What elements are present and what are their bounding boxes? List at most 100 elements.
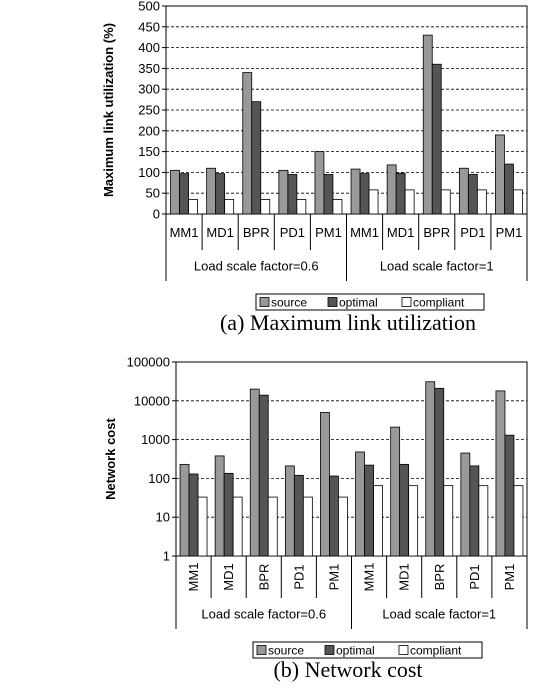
category-label: PD1 xyxy=(460,225,485,240)
bar-source xyxy=(284,465,295,557)
category-label: MM1 xyxy=(350,225,379,240)
bar-source xyxy=(242,72,253,215)
bar-optimal xyxy=(188,473,199,557)
legend-swatch-source xyxy=(256,645,267,655)
category-label: PM1 xyxy=(315,225,342,240)
bar-optimal xyxy=(215,173,226,215)
caption: (a) Maximum link utilization xyxy=(220,310,476,335)
y-tick-label: 100000 xyxy=(127,355,170,370)
bar-compliant xyxy=(408,485,419,557)
bar-source xyxy=(425,381,436,557)
legend-swatch-optimal xyxy=(324,645,335,655)
legend-swatch-source xyxy=(259,297,270,307)
category-label: PM1 xyxy=(496,225,523,240)
legend-label-compliant: compliant xyxy=(410,644,462,658)
bar-optimal xyxy=(431,63,442,215)
y-tick-label: 200 xyxy=(138,123,160,138)
category-label: MD1 xyxy=(206,225,233,240)
bar-source xyxy=(170,169,180,215)
legend xyxy=(252,641,483,659)
category-label: BPR xyxy=(432,564,447,591)
bar-compliant xyxy=(338,496,348,557)
bar-compliant xyxy=(404,189,415,215)
legend-label-optimal: optimal xyxy=(339,296,378,310)
y-tick-label: 250 xyxy=(138,103,160,118)
y-tick-label: 50 xyxy=(146,186,160,201)
bar-compliant xyxy=(332,199,343,215)
legend-swatch-compliant xyxy=(398,645,409,655)
y-axis-label: Network cost xyxy=(103,418,118,500)
category-label: MD1 xyxy=(387,225,414,240)
bar-optimal xyxy=(251,101,262,215)
bar-compliant xyxy=(267,496,278,557)
y-tick-label: 1 xyxy=(163,549,170,564)
y-tick-label: 400 xyxy=(138,40,160,55)
category-label: MD1 xyxy=(397,563,412,590)
y-tick-label: 150 xyxy=(138,144,160,159)
y-tick-label: 300 xyxy=(138,82,160,97)
bar-optimal xyxy=(469,465,480,557)
category-label: BPR xyxy=(256,564,271,591)
bar-source xyxy=(179,463,190,557)
bar-source xyxy=(206,167,217,215)
bar-optimal xyxy=(504,163,514,215)
bar-optimal xyxy=(258,394,269,557)
legend-swatch-optimal xyxy=(327,297,338,307)
caption: (b) Network cost xyxy=(273,657,422,682)
category-label: PM1 xyxy=(502,564,517,591)
bar-compliant xyxy=(513,189,523,215)
legend-swatch-compliant xyxy=(401,297,412,307)
bar-source xyxy=(249,388,260,557)
bar-compliant xyxy=(373,485,383,557)
bar-optimal xyxy=(359,173,370,215)
bar-optimal xyxy=(179,173,189,215)
legend-label-source: source xyxy=(268,644,304,658)
y-tick-label: 0 xyxy=(153,207,160,222)
legend-label-optimal: optimal xyxy=(336,644,375,658)
category-label: BPR xyxy=(423,225,450,240)
bar-source xyxy=(495,134,505,215)
y-tick-label: 100 xyxy=(148,471,170,486)
legend-label-source: source xyxy=(271,296,307,310)
bar-source xyxy=(495,390,506,557)
bar-compliant xyxy=(232,496,243,557)
y-tick-label: 500 xyxy=(138,0,160,14)
category-label: MM1 xyxy=(362,563,377,592)
bar-compliant xyxy=(302,496,313,557)
bar-source xyxy=(350,168,361,215)
bar-source xyxy=(320,412,330,557)
bar-optimal xyxy=(287,174,298,215)
bar-compliant xyxy=(443,485,454,557)
legend-label-compliant: compliant xyxy=(413,296,465,310)
y-tick-label: 450 xyxy=(138,19,160,34)
category-label: PM1 xyxy=(326,564,341,591)
category-label: PD1 xyxy=(467,564,482,589)
group-label: Load scale factor=1 xyxy=(382,607,496,622)
bar-optimal xyxy=(434,387,445,557)
y-tick-label: 10000 xyxy=(134,393,170,408)
y-tick-label: 100 xyxy=(138,165,160,180)
bar-optimal xyxy=(395,172,406,215)
bar-source xyxy=(390,426,401,557)
bar-optimal xyxy=(293,474,304,557)
category-label: MM1 xyxy=(170,225,199,240)
bar-compliant xyxy=(476,189,487,215)
bar-source xyxy=(460,452,471,557)
bar-optimal xyxy=(364,464,374,557)
bar-source xyxy=(458,167,469,215)
bar-source xyxy=(355,451,365,557)
bar-compliant xyxy=(224,199,235,215)
category-label: BPR xyxy=(243,225,270,240)
y-tick-label: 350 xyxy=(138,61,160,76)
group-label: Load scale factor=0.6 xyxy=(201,607,326,622)
y-tick-label: 10 xyxy=(156,510,170,525)
bar-source xyxy=(386,164,397,215)
bar-compliant xyxy=(197,496,208,557)
bar-compliant xyxy=(188,199,198,215)
bar-source xyxy=(314,151,325,215)
category-label: PD1 xyxy=(291,564,306,589)
bar-optimal xyxy=(323,174,334,215)
bar-optimal xyxy=(223,472,234,557)
bar-source xyxy=(214,455,225,557)
